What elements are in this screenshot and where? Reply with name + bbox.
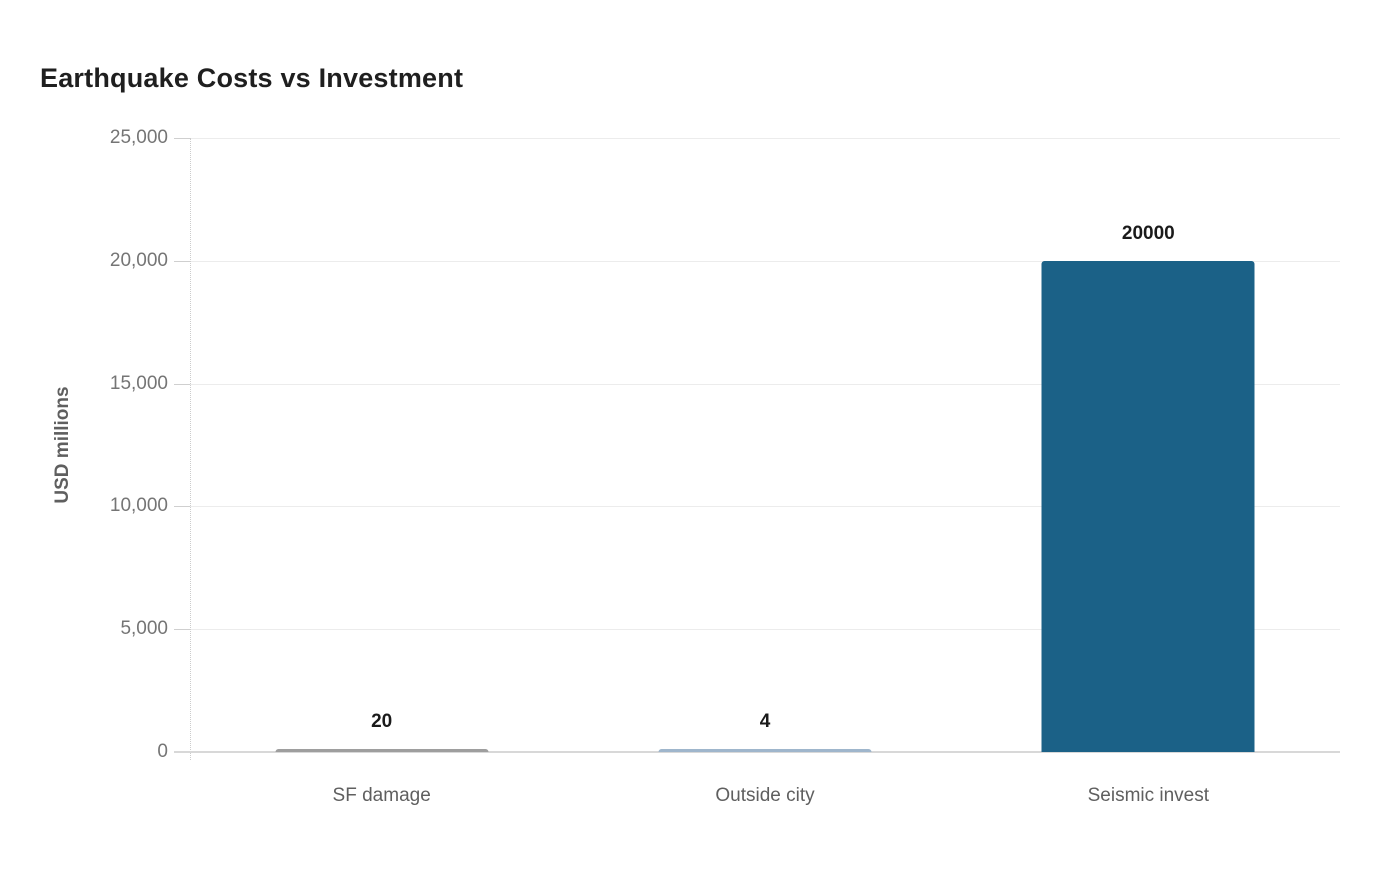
y-tick-mark — [174, 506, 190, 508]
gridline-15000 — [190, 383, 1340, 385]
gridline-5000 — [190, 629, 1340, 631]
y-tick-mark — [174, 138, 190, 139]
bar-outside-city — [658, 749, 872, 752]
y-axis-line — [190, 138, 191, 760]
y-tick-label: 25,000 — [109, 127, 168, 148]
y-tick-label: 10,000 — [109, 495, 168, 517]
plot-area: 25,000 20,000 15,000 10,000 5,000 0 20 4… — [110, 127, 1340, 762]
value-label: 4 — [759, 711, 771, 732]
x-axis-labels: SF damage Outside city Seismic invest — [190, 785, 1340, 807]
gridline-10000 — [190, 506, 1340, 508]
bar-seismic-invest — [1041, 261, 1255, 752]
y-axis-title: USD millions — [52, 386, 73, 504]
bar-group-outside-city: 4 — [573, 138, 956, 752]
y-tick-label: 0 — [157, 741, 168, 762]
y-tick-label: 15,000 — [109, 372, 168, 394]
bars-row: 20 4 20000 — [190, 138, 1340, 752]
y-tick-label: 5,000 — [120, 618, 168, 640]
bar-group-seismic-invest: 20000 — [957, 138, 1340, 752]
y-tick-label: 20,000 — [109, 249, 168, 271]
gridline-20000 — [190, 260, 1340, 262]
y-tick-mark — [174, 383, 190, 385]
gridline-25000 — [190, 138, 1340, 139]
category-label-seismic-invest: Seismic invest — [1087, 785, 1210, 806]
y-tick-mark — [174, 260, 190, 262]
value-label: 20 — [371, 711, 393, 732]
category-label-sf-damage: SF damage — [332, 785, 431, 806]
chart-title: Earthquake Costs vs Investment — [40, 63, 464, 93]
y-tick-mark — [174, 629, 190, 631]
bar-group-sf-damage: 20 — [190, 138, 573, 752]
category-label-outside-city: Outside city — [715, 785, 815, 806]
bar-sf-damage — [275, 749, 489, 752]
value-label: 20000 — [1121, 223, 1175, 244]
x-axis-baseline — [174, 751, 1340, 753]
